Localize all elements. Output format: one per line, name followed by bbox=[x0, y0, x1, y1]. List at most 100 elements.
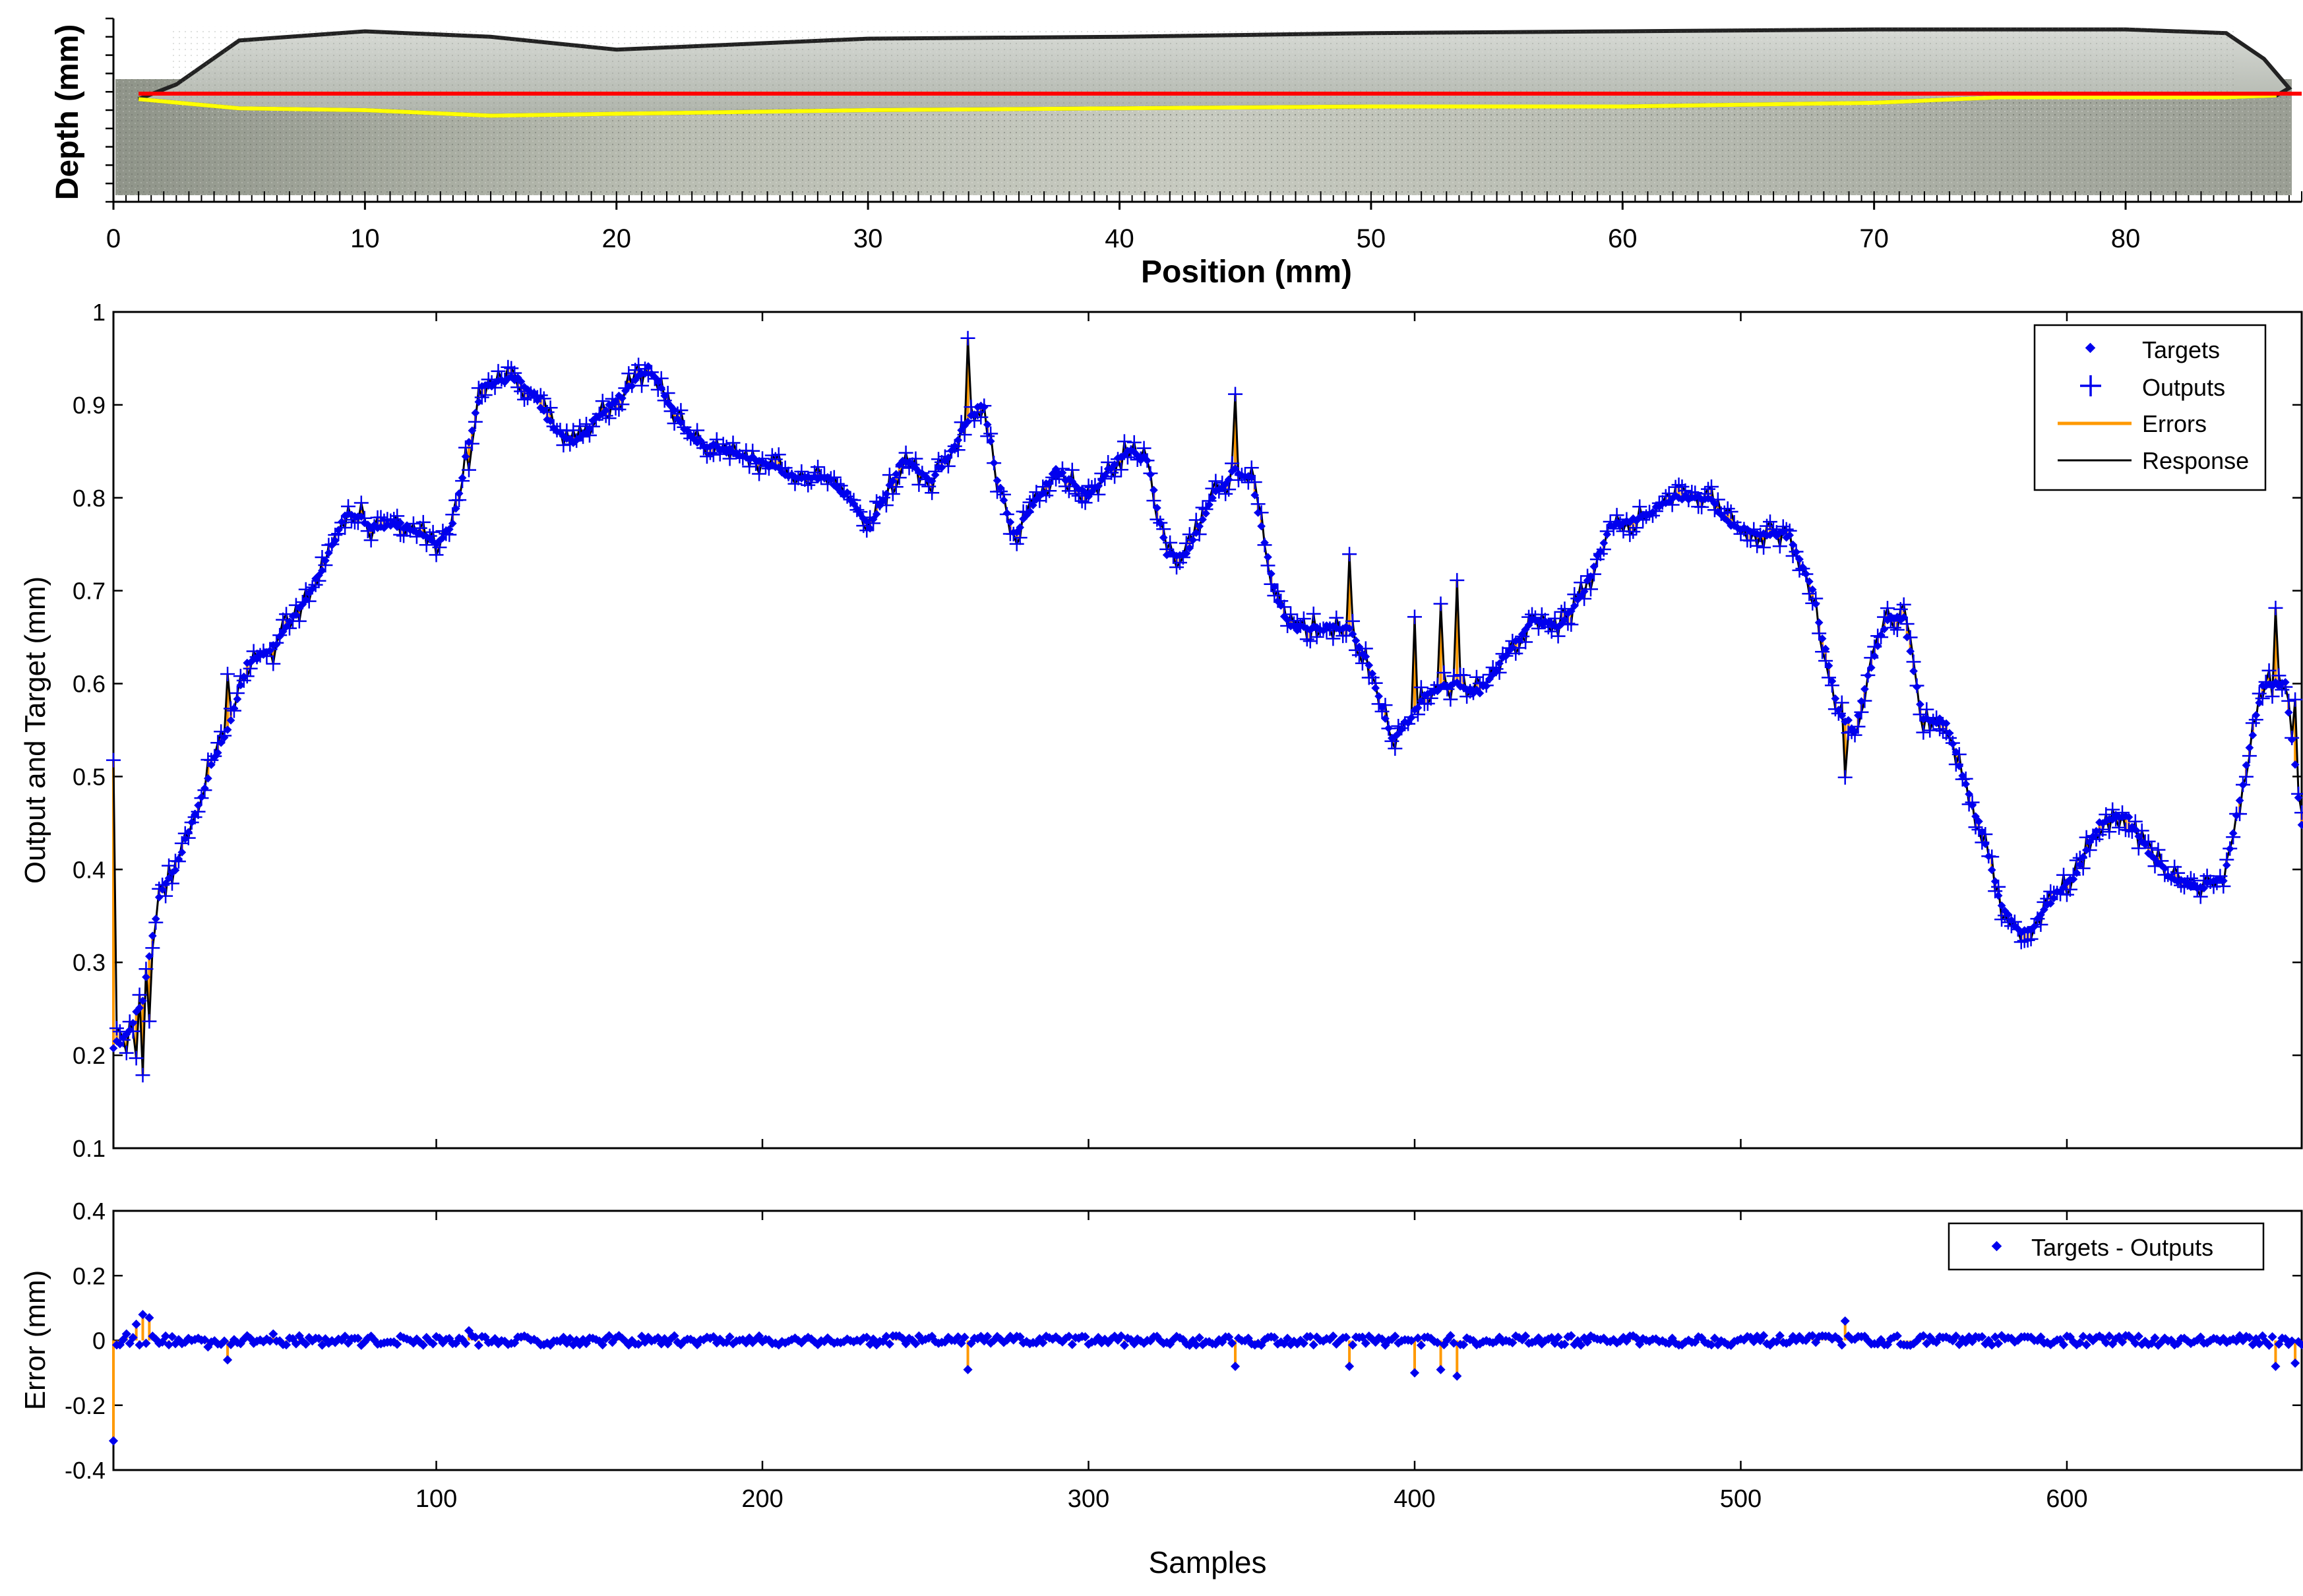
output-marker bbox=[315, 550, 330, 565]
output-marker bbox=[1994, 912, 2010, 927]
legend-targets-minus-outputs-label: Targets - Outputs bbox=[2031, 1234, 2213, 1261]
position-tick-label: 70 bbox=[1859, 224, 1889, 253]
output-marker bbox=[1195, 500, 1210, 515]
output-marker bbox=[631, 357, 646, 373]
target-point bbox=[1508, 643, 1517, 652]
output-marker bbox=[1113, 462, 1128, 477]
output-marker bbox=[106, 752, 121, 768]
output-marker bbox=[461, 462, 476, 477]
target-point bbox=[2222, 861, 2231, 870]
target-point bbox=[1492, 667, 1500, 676]
error-point bbox=[1305, 1332, 1315, 1341]
error-point bbox=[598, 1340, 607, 1350]
error-point bbox=[1064, 1332, 1074, 1341]
target-point bbox=[2030, 922, 2039, 931]
target-point bbox=[1978, 828, 1986, 836]
error-point bbox=[135, 1340, 144, 1350]
error-point bbox=[1270, 1332, 1279, 1343]
error-point bbox=[265, 1336, 275, 1346]
target-point bbox=[1818, 634, 1827, 643]
target-point bbox=[2072, 869, 2081, 877]
output-marker bbox=[1886, 620, 1901, 635]
legend-errors-label: Errors bbox=[2142, 410, 2207, 437]
target-point bbox=[1870, 652, 1879, 661]
y-tick-label: 0.1 bbox=[73, 1135, 106, 1162]
output-target-plot-area bbox=[112, 311, 2303, 1150]
output-marker bbox=[501, 359, 516, 375]
output-marker bbox=[2131, 841, 2146, 856]
target-point bbox=[2075, 860, 2085, 869]
output-marker bbox=[1009, 536, 1024, 551]
output-marker bbox=[415, 514, 431, 530]
target-point bbox=[1968, 801, 1977, 810]
output-marker bbox=[1906, 654, 1921, 669]
output-marker bbox=[2193, 889, 2208, 904]
output-target-panel: 0.1 0.2 0.3 0.4 0.5 0.6 0.7 0.8 0.9 1 Output and … bbox=[19, 299, 2303, 1162]
error-point bbox=[953, 1332, 963, 1342]
error-point bbox=[220, 1336, 230, 1346]
output-marker bbox=[2245, 716, 2260, 731]
target-point bbox=[1975, 817, 1983, 826]
position-tick-label: 20 bbox=[602, 224, 632, 253]
samples-tick-label: 100 bbox=[415, 1485, 457, 1513]
output-marker bbox=[135, 1068, 150, 1083]
target-point bbox=[2089, 832, 2097, 841]
output-marker bbox=[960, 330, 975, 346]
output-marker bbox=[2075, 861, 2091, 876]
error-point bbox=[960, 1332, 969, 1342]
output-marker bbox=[1922, 723, 1938, 738]
output-marker bbox=[699, 449, 714, 464]
target-point bbox=[1821, 644, 1830, 654]
y-tick-label: 0.9 bbox=[73, 392, 106, 419]
target-point bbox=[1994, 891, 2003, 900]
error-point bbox=[138, 1310, 148, 1320]
target-point bbox=[2290, 760, 2300, 769]
target-point bbox=[2049, 894, 2058, 903]
error-y-tick-label: 0 bbox=[92, 1328, 106, 1355]
output-marker bbox=[1061, 483, 1076, 499]
target-point bbox=[2284, 708, 2293, 717]
target-point bbox=[2124, 813, 2134, 822]
output-marker bbox=[1208, 474, 1223, 489]
target-point bbox=[1599, 538, 1609, 547]
target-point bbox=[2069, 875, 2078, 884]
error-point bbox=[128, 1333, 138, 1343]
error-point bbox=[881, 1332, 892, 1341]
target-point bbox=[2219, 876, 2228, 885]
error-point bbox=[1194, 1333, 1204, 1343]
output-marker bbox=[660, 385, 675, 400]
output-marker bbox=[1264, 576, 1279, 592]
target-point bbox=[1802, 570, 1810, 578]
error-panel: -0.4 -0.2 0 0.2 0.4 100 200 300 400 500 600 Sample… bbox=[19, 1198, 2303, 1580]
target-point bbox=[1475, 689, 1485, 698]
output-marker bbox=[2013, 935, 2029, 950]
error-point bbox=[141, 1338, 151, 1348]
target-point bbox=[2007, 915, 2016, 925]
fusion-line bbox=[138, 93, 2277, 118]
target-point bbox=[1397, 725, 1406, 734]
error-point bbox=[121, 1329, 131, 1339]
target-point bbox=[1795, 555, 1804, 564]
error-point bbox=[1328, 1331, 1338, 1341]
target-point bbox=[1981, 840, 1990, 849]
target-point bbox=[1596, 547, 1605, 556]
error-point bbox=[282, 1340, 292, 1350]
position-tick-label: 10 bbox=[350, 224, 380, 253]
samples-tick-label: 500 bbox=[1720, 1485, 1762, 1513]
error-y-tick-label: 0.4 bbox=[73, 1198, 106, 1225]
error-point bbox=[1341, 1332, 1351, 1342]
target-point bbox=[1648, 508, 1657, 517]
target-point bbox=[1374, 692, 1383, 701]
legend-entry-response: Response bbox=[2058, 447, 2249, 474]
output-target-legend: Targets Outputs Errors Response bbox=[2033, 324, 2267, 491]
target-point bbox=[1413, 703, 1423, 712]
error-point bbox=[1299, 1338, 1308, 1348]
target-point bbox=[2245, 743, 2254, 752]
target-point bbox=[1792, 547, 1800, 557]
output-marker bbox=[132, 987, 147, 1002]
output-marker bbox=[2102, 824, 2117, 840]
output-marker bbox=[1146, 493, 1161, 508]
target-point bbox=[1407, 713, 1416, 722]
target-point bbox=[1854, 711, 1862, 720]
